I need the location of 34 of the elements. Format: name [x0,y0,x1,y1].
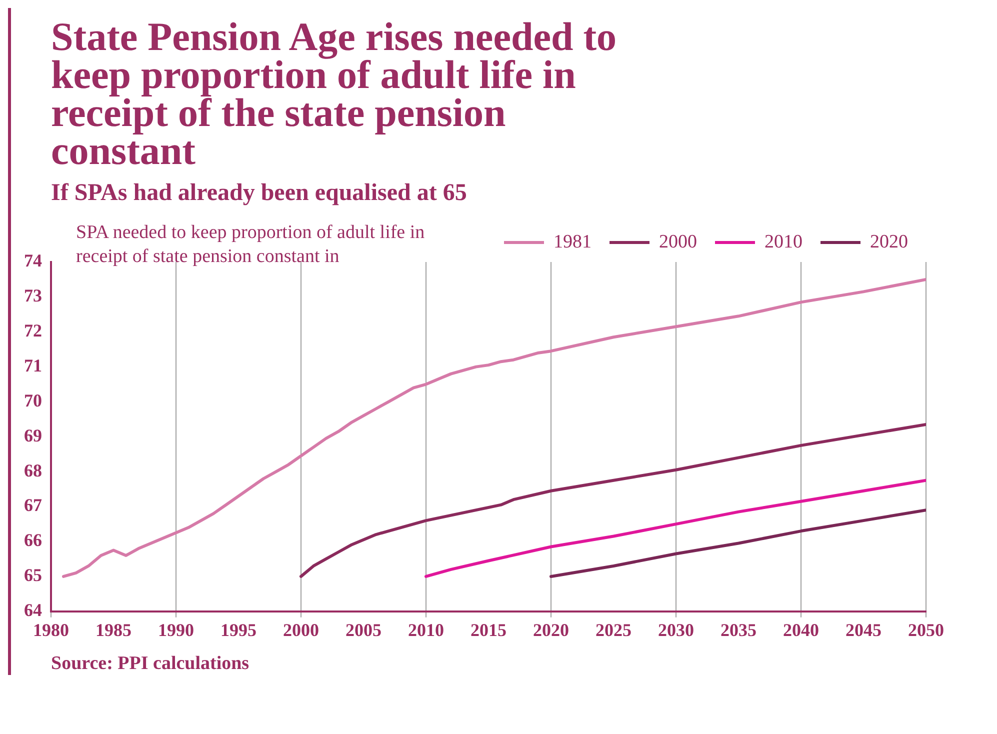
x-tick-label: 1990 [158,620,194,640]
x-tick-label: 2030 [658,620,694,640]
x-tick-label: 2025 [596,620,632,640]
y-tick-label: 69 [24,425,42,446]
x-tick-label: 2035 [720,620,756,640]
legend-label: 2010 [764,231,802,252]
x-tick-label: 1980 [33,620,69,640]
x-tick-label: 2015 [470,620,506,640]
y-tick-label: 73 [24,286,42,306]
x-tick-label: 1985 [96,620,132,640]
legend-label: 1981 [554,231,592,252]
chart-subtitle: If SPAs had already been equalised at 65 [51,180,468,207]
y-tick-label: 71 [24,355,42,376]
y-tick-label: 74 [24,250,42,271]
y-tick-label: 65 [24,565,42,586]
x-tick-label: 1995 [220,620,256,640]
legend-label: 2020 [870,231,908,252]
y-tick-label: 70 [24,390,42,410]
y-tick-label: 64 [24,600,42,620]
x-tick-label: 2050 [908,620,944,640]
x-tick-label: 2010 [408,620,444,640]
x-tick-label: 2045 [846,620,882,640]
legend-label: 2000 [659,231,697,252]
y-tick-label: 72 [24,320,42,341]
x-tick-label: 2020 [533,620,569,640]
chart-title: State Pension Age rises needed to keep proportion of adult life in receipt of the state pension constant [51,13,618,173]
x-tick-label: 2040 [783,620,819,640]
source-note: Source: PPI calculations [51,653,250,675]
y-tick-label: 66 [24,530,42,550]
x-tick-label: 2005 [346,620,382,640]
y-tick-label: 67 [24,495,42,516]
y-tick-label: 68 [24,460,42,480]
x-tick-label: 2000 [283,620,319,640]
y-axis-title: SPA needed to keep proportion of adult life in receipt of state pension constant in [76,221,426,269]
